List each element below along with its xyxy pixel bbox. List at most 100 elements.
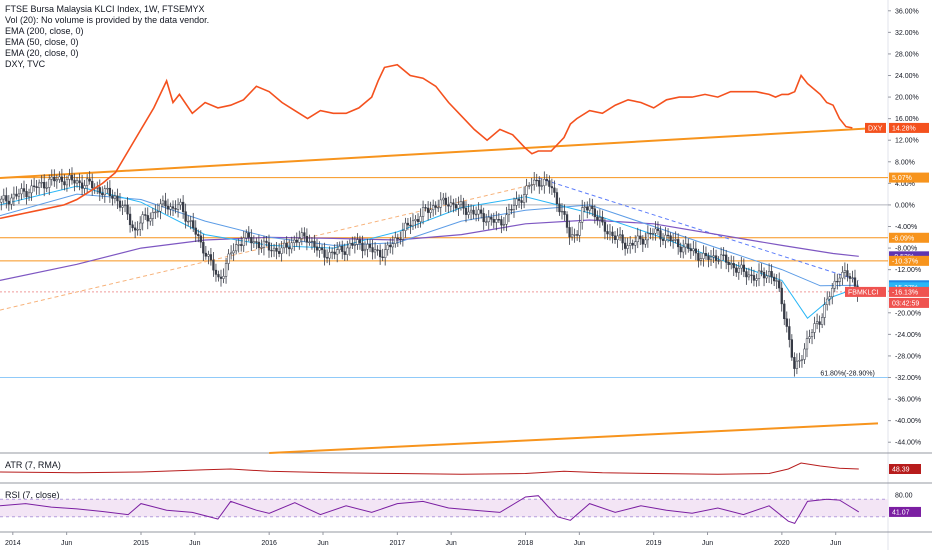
- hline-value-tag-label: 5.07%: [892, 175, 912, 182]
- candle: [63, 181, 66, 186]
- ema200-legend[interactable]: EMA (200, close, 0): [5, 26, 84, 36]
- candle: [346, 247, 349, 255]
- rsi-pane-label[interactable]: RSI (7, close): [5, 490, 60, 500]
- candle: [641, 238, 644, 245]
- candle: [525, 185, 528, 195]
- y-tick-label: -28.00%: [895, 353, 921, 360]
- candle: [310, 240, 314, 243]
- candle: [343, 251, 346, 255]
- candle: [762, 271, 766, 279]
- candle: [687, 243, 690, 249]
- candle: [2, 195, 5, 200]
- candle: [50, 176, 53, 180]
- candle: [240, 244, 243, 246]
- rsi-tick-label: 80.00: [895, 492, 913, 499]
- ema20-legend[interactable]: EMA (20, close, 0): [5, 48, 79, 58]
- candle: [78, 180, 81, 184]
- candle: [790, 339, 793, 358]
- x-tick-label: 2018: [518, 540, 534, 547]
- candle: [139, 222, 142, 230]
- candle: [464, 207, 468, 215]
- candle: [750, 274, 753, 276]
- candle: [401, 230, 405, 240]
- x-tick-label: 2014: [5, 540, 21, 547]
- candle: [596, 216, 599, 221]
- candle: [654, 228, 657, 234]
- candle: [644, 239, 647, 245]
- candle: [330, 251, 334, 254]
- candle: [98, 187, 101, 194]
- candle: [229, 252, 233, 255]
- candle: [336, 249, 339, 255]
- candle: [212, 259, 215, 271]
- series-name-tag-label: DXY: [868, 125, 883, 132]
- candle: [740, 264, 743, 269]
- candle: [285, 242, 288, 248]
- candle: [189, 220, 192, 222]
- candle: [548, 180, 551, 187]
- candle: [53, 176, 56, 182]
- candle: [760, 270, 763, 273]
- candle: [767, 271, 771, 277]
- candle: [275, 247, 278, 252]
- candle: [591, 205, 594, 209]
- hline-value-tag: [889, 172, 929, 183]
- candle: [338, 246, 341, 250]
- candle: [669, 235, 672, 241]
- candle: [623, 242, 627, 249]
- candle: [699, 258, 703, 261]
- y-tick-label: -40.00%: [895, 418, 921, 425]
- candle: [538, 180, 541, 187]
- y-tick-label: 0.00%: [895, 202, 915, 209]
- y-tick-label: -4.00%: [895, 224, 917, 231]
- candle: [164, 200, 167, 207]
- candle: [270, 249, 273, 252]
- candle: [293, 239, 296, 244]
- candle: [755, 278, 758, 281]
- candle: [495, 219, 498, 223]
- candle: [704, 253, 708, 257]
- candle: [184, 211, 187, 222]
- candle: [88, 178, 91, 182]
- candle: [298, 238, 301, 243]
- dxy-legend[interactable]: DXY, TVC: [5, 59, 46, 69]
- hline-value-tag: [889, 232, 929, 243]
- candle: [656, 228, 660, 231]
- ema50-legend[interactable]: EMA (50, close, 0): [5, 37, 79, 47]
- y-tick-label: 32.00%: [895, 30, 919, 37]
- x-tick-label: Jun: [446, 540, 457, 547]
- countdown-tag-label: 03:42:59: [892, 300, 919, 307]
- candle: [522, 194, 526, 203]
- candle: [497, 219, 500, 221]
- candle: [818, 321, 821, 325]
- candle: [601, 217, 604, 223]
- candle: [141, 214, 144, 224]
- candle: [255, 241, 258, 243]
- candle: [376, 249, 379, 251]
- candle: [199, 235, 202, 243]
- candle: [32, 185, 36, 187]
- candle: [444, 197, 447, 205]
- atr-pane-label[interactable]: ATR (7, RMA): [5, 460, 61, 470]
- dxy-line: [0, 63, 853, 220]
- candle: [533, 179, 536, 185]
- candle: [530, 184, 533, 186]
- candle: [795, 360, 799, 369]
- candle: [636, 235, 639, 243]
- candle: [424, 207, 427, 209]
- hline-value-tag-label: -10.37%: [892, 258, 918, 265]
- candle: [176, 204, 180, 210]
- candle: [101, 193, 104, 196]
- y-tick-label: -8.00%: [895, 246, 917, 253]
- candle: [477, 209, 480, 215]
- candle: [328, 251, 331, 259]
- candle: [341, 246, 344, 252]
- candle: [474, 213, 478, 216]
- candle: [778, 280, 781, 289]
- candle: [540, 185, 543, 187]
- candle: [646, 233, 650, 241]
- candle: [73, 179, 76, 184]
- candle: [396, 237, 399, 240]
- trend-line: [269, 422, 879, 454]
